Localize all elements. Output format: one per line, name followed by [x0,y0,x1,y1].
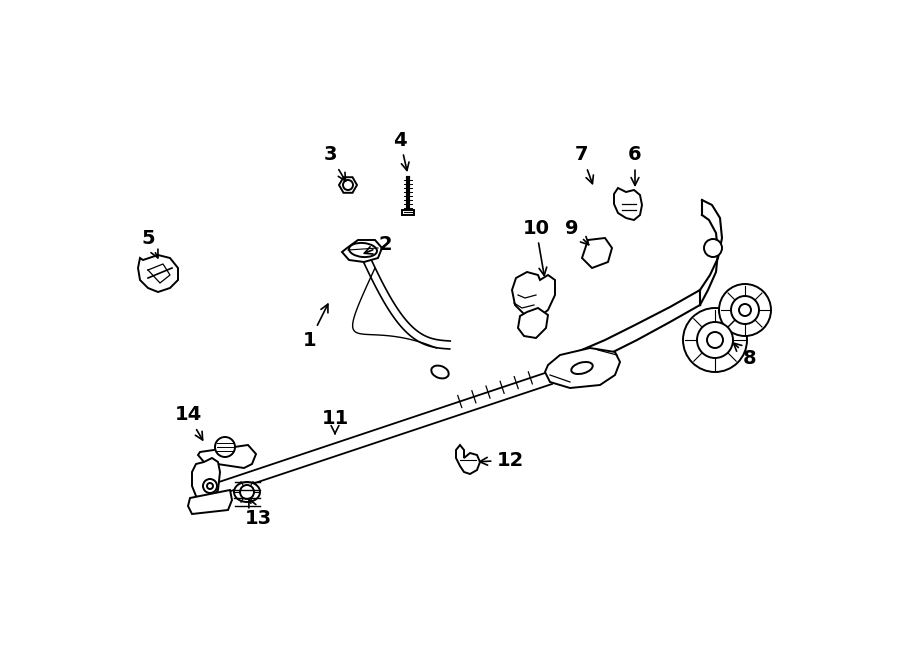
Polygon shape [614,188,642,220]
Polygon shape [512,272,555,318]
Circle shape [739,304,751,316]
Polygon shape [188,490,232,514]
Circle shape [707,332,723,348]
Circle shape [207,483,213,489]
Text: 10: 10 [523,219,550,276]
Text: 12: 12 [480,451,524,469]
Text: 5: 5 [141,229,158,258]
Polygon shape [402,210,414,215]
Polygon shape [198,445,256,468]
Ellipse shape [349,243,377,257]
Text: 4: 4 [393,130,409,171]
Text: 14: 14 [175,405,202,440]
Ellipse shape [431,366,449,379]
Polygon shape [339,177,357,193]
Circle shape [343,180,353,190]
Polygon shape [138,255,178,292]
Ellipse shape [234,482,260,502]
Polygon shape [192,458,220,502]
Circle shape [240,485,254,499]
Circle shape [215,437,235,457]
Text: 11: 11 [321,408,348,434]
Polygon shape [518,308,548,338]
Text: 8: 8 [734,343,757,368]
Polygon shape [582,238,612,268]
Text: 7: 7 [575,145,593,184]
Circle shape [704,239,722,257]
Polygon shape [545,348,620,388]
Polygon shape [456,445,480,474]
Text: 1: 1 [303,304,328,350]
Circle shape [683,308,747,372]
Circle shape [731,296,759,324]
Ellipse shape [572,362,593,374]
Text: 3: 3 [323,145,346,181]
Text: 9: 9 [565,219,589,245]
Text: 2: 2 [364,235,392,254]
Text: 13: 13 [245,499,272,527]
Circle shape [697,322,733,358]
Circle shape [719,284,771,336]
Polygon shape [342,240,382,262]
Text: 6: 6 [628,145,642,185]
Circle shape [203,479,217,493]
